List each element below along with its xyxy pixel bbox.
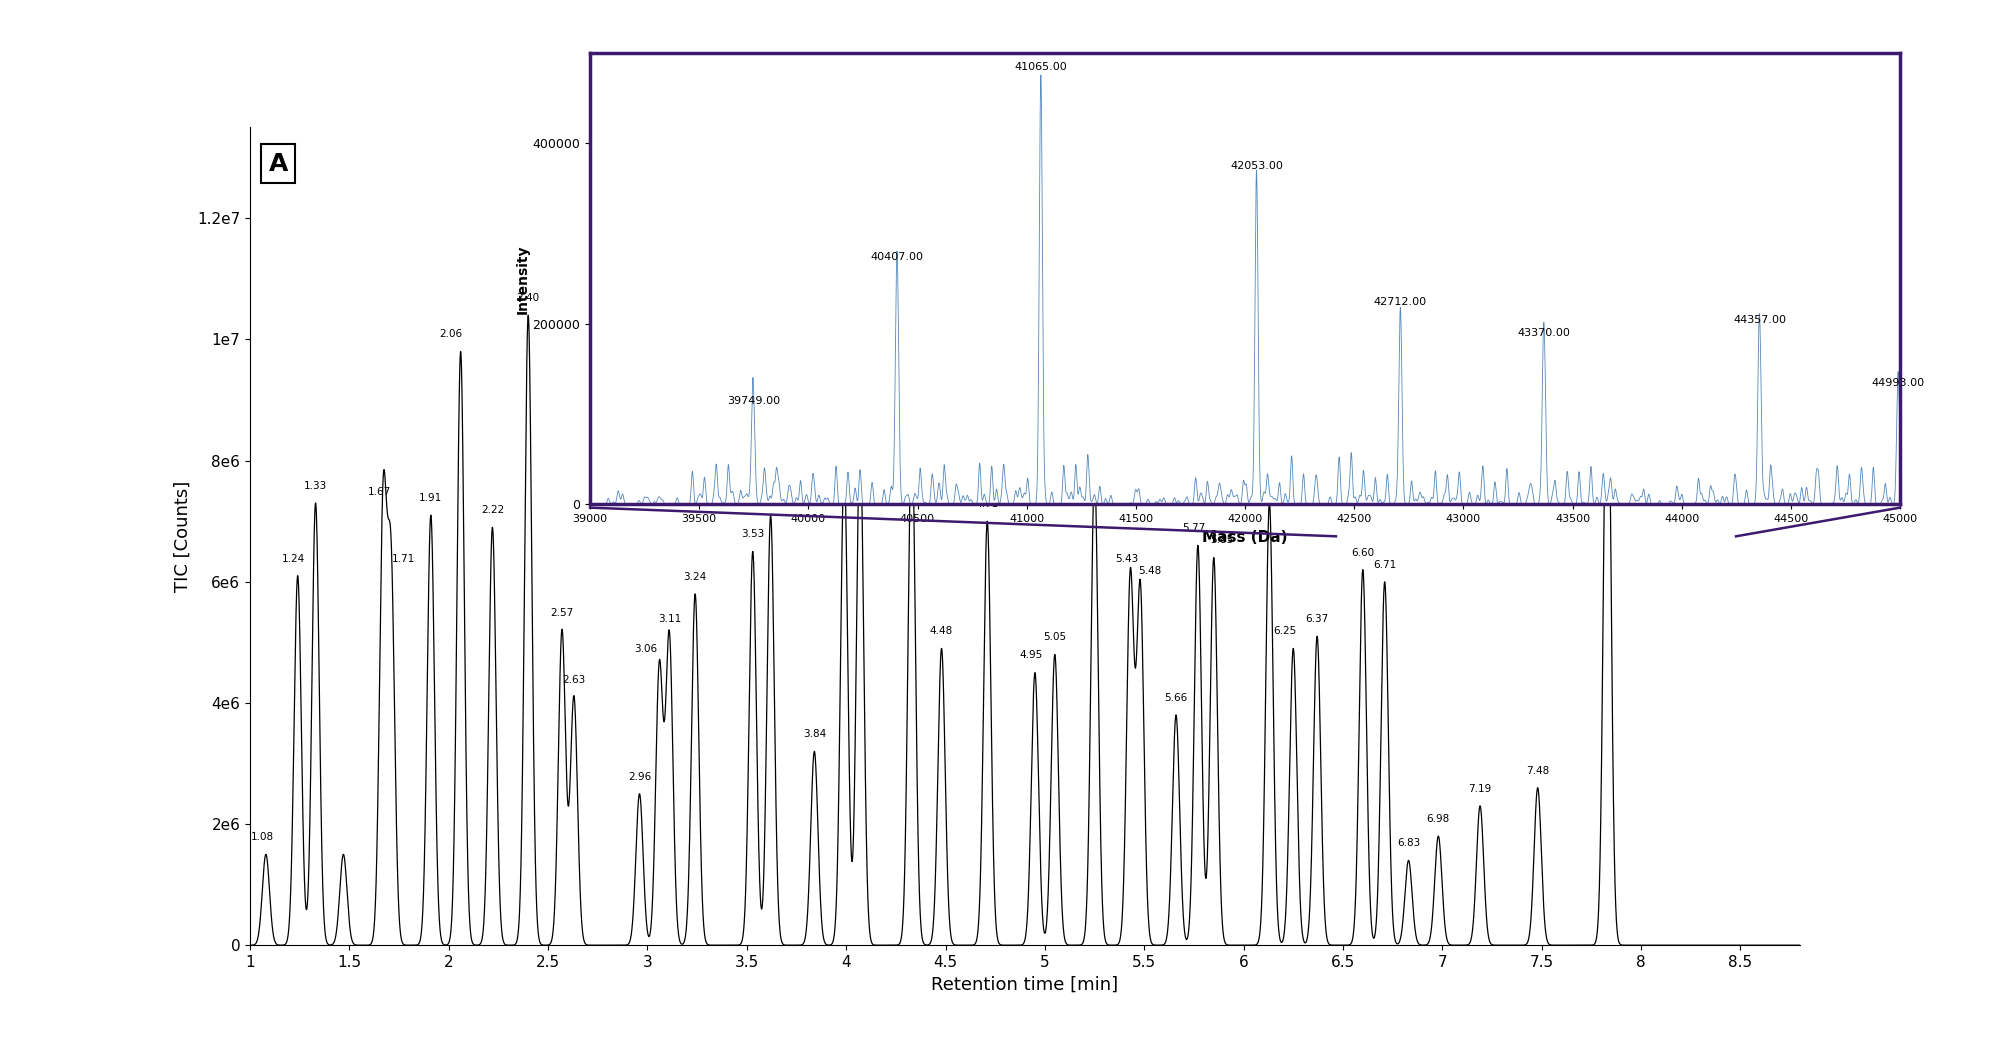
Text: 42053.00: 42053.00	[1230, 161, 1284, 171]
Text: 6.13: 6.13	[1258, 481, 1282, 491]
Text: 3.06: 3.06	[634, 645, 658, 654]
Text: 2.06: 2.06	[440, 329, 462, 340]
Text: 5.77: 5.77	[1182, 524, 1206, 533]
Text: 41065.00: 41065.00	[1014, 62, 1068, 72]
Text: 5.48: 5.48	[1138, 566, 1162, 576]
Text: 1.33: 1.33	[304, 481, 328, 491]
Text: 6.25: 6.25	[1274, 627, 1296, 636]
Text: 2.96: 2.96	[628, 772, 652, 782]
Text: 42712.00: 42712.00	[1374, 296, 1428, 307]
Text: 1.71: 1.71	[392, 553, 414, 564]
Text: 40407.00: 40407.00	[870, 252, 924, 261]
Text: 5.43: 5.43	[1114, 553, 1138, 564]
Text: 7.19: 7.19	[1468, 784, 1492, 793]
Text: 5.05: 5.05	[1044, 632, 1066, 643]
Text: 2.63: 2.63	[562, 674, 586, 685]
Text: 6.60: 6.60	[1352, 548, 1374, 558]
Text: 4.33: 4.33	[900, 402, 924, 412]
X-axis label: Retention time [min]: Retention time [min]	[932, 976, 1118, 993]
Text: 1.67: 1.67	[368, 487, 390, 497]
Text: 3.24: 3.24	[684, 571, 706, 582]
Text: 5.66: 5.66	[1164, 692, 1188, 703]
Text: 3.53: 3.53	[742, 529, 764, 539]
Y-axis label: Intensity: Intensity	[516, 244, 530, 313]
Text: 5.85: 5.85	[1210, 535, 1234, 546]
Text: 4.48: 4.48	[930, 627, 954, 636]
Text: 1.91: 1.91	[420, 493, 442, 503]
Text: 6.98: 6.98	[1426, 815, 1450, 824]
Text: A: A	[268, 152, 288, 176]
Text: 4.07: 4.07	[848, 414, 872, 424]
X-axis label: Mass (Da): Mass (Da)	[1202, 530, 1288, 545]
Y-axis label: TIC [Counts]: TIC [Counts]	[174, 481, 192, 592]
Text: 44357.00: 44357.00	[1734, 314, 1786, 325]
Text: 1.24: 1.24	[282, 553, 306, 564]
Text: 4.95: 4.95	[1020, 651, 1042, 661]
Text: 2.22: 2.22	[480, 506, 504, 515]
Text: 7.48: 7.48	[1526, 766, 1550, 775]
Text: 44993.00: 44993.00	[1872, 378, 1926, 388]
Text: 6.37: 6.37	[1306, 614, 1328, 624]
Text: 2.57: 2.57	[550, 609, 574, 618]
Text: 3.11: 3.11	[658, 614, 680, 624]
Text: 6.83: 6.83	[1396, 838, 1420, 849]
Text: 7.83: 7.83	[1596, 269, 1618, 279]
Text: 2.40: 2.40	[516, 293, 540, 303]
Text: 43370.00: 43370.00	[1518, 328, 1570, 339]
Text: 3.99: 3.99	[832, 445, 856, 455]
Text: 1.08: 1.08	[250, 833, 274, 842]
Text: 3.84: 3.84	[802, 730, 826, 739]
Text: 39749.00: 39749.00	[726, 396, 780, 406]
Text: 3' poly(A) Tail: 3' poly(A) Tail	[1608, 375, 1774, 452]
Text: 3.62: 3.62	[760, 493, 782, 503]
Text: 4.71: 4.71	[976, 499, 998, 509]
Text: 5.25: 5.25	[1082, 450, 1106, 461]
Text: 6.71: 6.71	[1374, 560, 1396, 569]
